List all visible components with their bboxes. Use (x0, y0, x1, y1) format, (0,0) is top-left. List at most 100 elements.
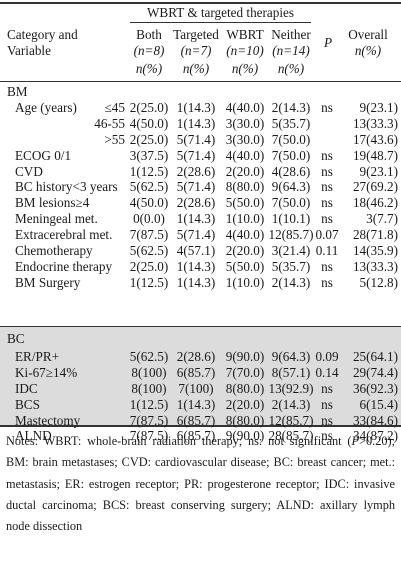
col-wbrt-n: (n=10) (226, 43, 264, 58)
row-label: ALND (15, 428, 52, 444)
category-header-line2: Variable (7, 43, 51, 58)
cell-neither: 7(50.0) (271, 131, 311, 147)
cell-wbrt: 7(70.0) (225, 364, 265, 380)
col-both-pct: n(%) (135, 61, 163, 76)
cell-p: 0.09 (315, 348, 339, 364)
cell-wbrt: 1(10.0) (225, 211, 265, 227)
bc-section-band (0, 326, 401, 425)
cell-overall: 28(71.8) (352, 227, 398, 243)
cell-overall: 13(33.3) (352, 115, 398, 131)
col-neither-pct: n(%) (277, 61, 305, 76)
cell-both: 0(0.0) (133, 211, 165, 227)
cell-both: 2(25.0) (129, 258, 169, 274)
cell-wbrt: 2(20.0) (225, 243, 265, 258)
cell-overall: 18(46.2) (352, 195, 398, 211)
cell-wbrt: 8(80.0) (225, 380, 265, 396)
cell-targeted: 1(14.3) (176, 396, 216, 412)
cell-targeted: 5(71.4) (176, 227, 216, 243)
cell-neither: 3(21.4) (271, 243, 311, 258)
cell-overall: 36(92.3) (352, 380, 398, 396)
cell-both: 1(12.5) (129, 163, 169, 179)
cell-neither: 2(14.3) (271, 274, 311, 290)
cell-targeted: 4(57.1) (176, 243, 216, 258)
cell-overall: 13(33.3) (352, 258, 398, 274)
header-bottom-rule (0, 81, 401, 82)
cell-neither: 12(85.7) (268, 412, 314, 428)
cell-both: 1(12.5) (129, 274, 169, 290)
cell-neither: 2(14.3) (271, 396, 311, 412)
cell-overall: 14(35.9) (352, 243, 398, 258)
cell-p: 0.07 (315, 227, 339, 243)
cell-both: 4(50.0) (129, 115, 169, 131)
cell-targeted: 2(28.6) (176, 348, 216, 364)
cell-targeted: 1(14.3) (176, 274, 216, 290)
cell-targeted: 1(14.3) (176, 99, 216, 115)
table-bottom-rule (0, 425, 401, 427)
cell-both: 7(87.5) (129, 227, 169, 243)
cell-both: 7(87.5) (129, 412, 169, 428)
cell-both: 7(87.5) (129, 428, 169, 444)
cell-wbrt: 9(90.0) (225, 428, 265, 444)
cell-wbrt: 2(20.0) (225, 396, 265, 412)
cell-wbrt: 5(50.0) (225, 195, 265, 211)
cell-wbrt: 5(50.0) (225, 258, 265, 274)
cell-wbrt: 1(10.0) (225, 274, 265, 290)
cell-p: ns (321, 211, 333, 227)
cell-neither: 5(35.7) (271, 115, 311, 131)
col-p-label: P (323, 35, 333, 50)
cell-p: ns (321, 147, 333, 163)
cell-p: ns (321, 163, 333, 179)
cell-wbrt: 8(80.0) (225, 179, 265, 195)
cell-neither: 7(50.0) (271, 195, 311, 211)
cell-overall: 9(23.1) (359, 163, 398, 179)
top-rule (0, 2, 401, 4)
col-targeted-name: Targeted (173, 27, 219, 42)
row-label: CVD (15, 163, 43, 179)
cell-neither: 5(35.7) (271, 258, 311, 274)
cell-targeted: 7(100) (178, 380, 214, 396)
cell-both: 5(62.5) (129, 179, 169, 195)
cell-both: 4(50.0) (129, 195, 169, 211)
col-both-n: (n=8) (133, 43, 165, 58)
row-label: BM lesions≥4 (15, 195, 90, 211)
group-title: WBRT & targeted therapies (146, 5, 295, 20)
cell-both: 2(25.0) (129, 99, 169, 115)
cell-p: ns (321, 412, 333, 428)
cell-overall: 34(87.2) (352, 428, 398, 444)
cell-p: 0.11 (315, 243, 339, 258)
cell-wbrt: 4(40.0) (225, 227, 265, 243)
cell-p: ns (321, 179, 333, 195)
cell-targeted: 1(14.3) (176, 211, 216, 227)
cell-neither: 2(14.3) (271, 99, 311, 115)
col-overall-name: Overall (348, 27, 388, 42)
col-targeted-n: (n=7) (180, 43, 212, 58)
row-label: Ki-67≥14% (15, 364, 78, 380)
col-overall-pct: n(%) (354, 43, 382, 58)
cell-overall: 3(7.7) (366, 211, 398, 227)
cell-p: 0.14 (315, 364, 339, 380)
cell-wbrt: 9(90.0) (225, 348, 265, 364)
cell-both: 5(62.5) (129, 243, 169, 258)
cell-both: 8(100) (131, 380, 167, 396)
row-label: ER/PR+ (15, 348, 60, 364)
cell-targeted: 5(71.4) (176, 147, 216, 163)
cell-neither: 12(85.7) (268, 227, 314, 243)
cell-targeted: 2(28.6) (176, 163, 216, 179)
notes-line2: >0.20); BM: brain metastases; CVD: cardi… (6, 434, 395, 470)
cell-overall: 25(64.1) (352, 348, 398, 364)
cell-neither: 28(85.7) (268, 428, 314, 444)
cell-targeted: 6(85.7) (176, 412, 216, 428)
cell-overall: 17(43.6) (352, 131, 398, 147)
cell-p: ns (321, 274, 333, 290)
cell-neither: 7(50.0) (271, 147, 311, 163)
col-neither-name: Neither (271, 27, 311, 42)
cell-overall: 9(23.1) (359, 99, 398, 115)
cell-both: 1(12.5) (129, 396, 169, 412)
group-title-underline (130, 22, 311, 23)
cell-p: ns (321, 258, 333, 274)
cell-wbrt: 2(20.0) (225, 163, 265, 179)
cell-p: ns (321, 396, 333, 412)
category-header-line1: Category and (7, 27, 78, 42)
section-title: BC (7, 331, 25, 346)
